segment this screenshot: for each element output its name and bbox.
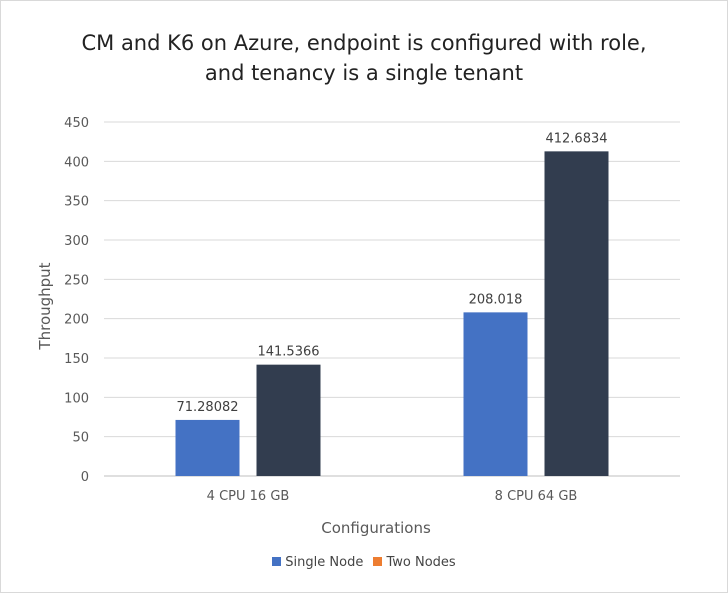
bar (463, 312, 528, 476)
legend: Single Node Two Nodes (0, 555, 728, 570)
legend-label-single-node: Single Node (285, 555, 364, 570)
legend-item-single-node: Single Node (272, 555, 363, 570)
legend-swatch-two-nodes (373, 557, 383, 566)
y-tick-label: 100 (64, 391, 89, 406)
y-tick-label: 350 (64, 195, 89, 210)
data-label: 141.5366 (257, 345, 319, 360)
x-tick-label: 8 CPU 64 GB (495, 489, 578, 504)
y-tick-label: 50 (72, 431, 89, 446)
y-tick-label: 300 (64, 234, 89, 249)
y-tick-label: 400 (64, 155, 89, 170)
data-label: 412.6834 (545, 131, 607, 146)
chart-title-line-1: CM and K6 on Azure, endpoint is configur… (81, 31, 647, 55)
bars (175, 151, 609, 477)
bar (256, 364, 321, 476)
data-label: 208.018 (469, 292, 523, 307)
data-labels: 71.28082 141.5366 208.018 412.6834 (176, 131, 607, 415)
y-tick-label: 450 (64, 116, 89, 131)
x-tick-label: 4 CPU 16 GB (207, 489, 290, 504)
x-axis-ticks: 4 CPU 16 GB 8 CPU 64 GB (207, 489, 578, 504)
y-tick-label: 250 (64, 273, 89, 288)
legend-label-two-nodes: Two Nodes (386, 555, 456, 570)
y-tick-label: 0 (81, 470, 89, 485)
y-tick-label: 150 (64, 352, 89, 367)
y-axis-title: Throughput (36, 262, 54, 350)
y-axis-ticks: 0 50 100 150 200 250 300 350 400 450 (64, 116, 89, 485)
legend-swatch-single-node (272, 557, 282, 566)
bar (544, 151, 609, 477)
y-tick-label: 200 (64, 313, 89, 328)
data-label: 71.28082 (176, 400, 238, 415)
x-axis-title: Configurations (321, 519, 431, 537)
legend-item-two-nodes: Two Nodes (373, 555, 456, 570)
chart-title: CM and K6 on Azure, endpoint is configur… (0, 28, 728, 88)
chart-title-line-2: and tenancy is a single tenant (204, 61, 524, 85)
bar (175, 419, 240, 476)
